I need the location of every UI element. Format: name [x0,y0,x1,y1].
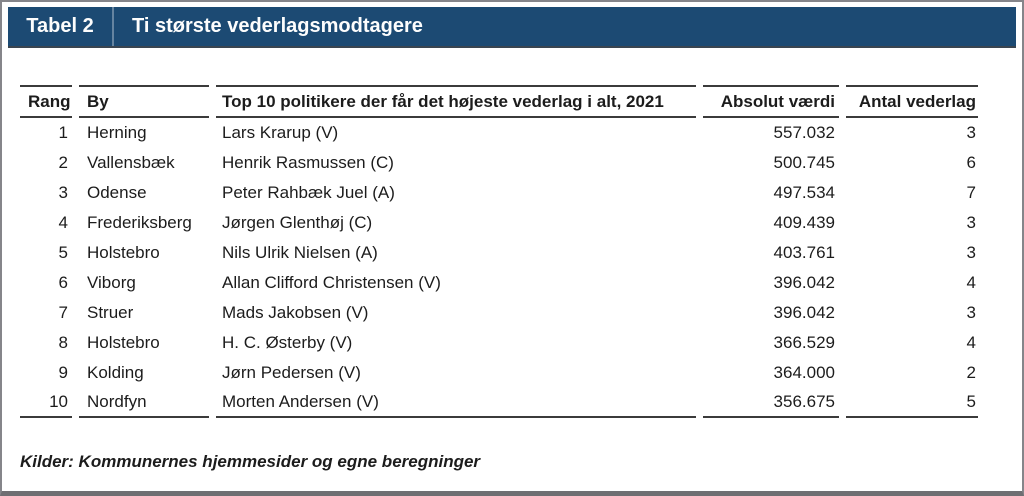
cell-absolut: 356.675 [703,388,839,418]
cell-rang: 4 [58,213,68,232]
table-row: 9 Kolding Jørn Pedersen (V) 364.000 2 [20,358,978,388]
cell-rang: 10 [20,388,72,418]
remuneration-table: Rang By Top 10 politikere der får det hø… [13,85,985,418]
cell-antal: 7 [966,183,976,202]
cell-rang: 8 [58,333,68,352]
cell-absolut: 403.761 [773,243,835,262]
cell-politiker: Morten Andersen (V) [216,388,696,418]
column-header-absolut: Absolut værdi [703,85,839,118]
cell-by: Holstebro [87,243,160,262]
title-bar-divider [112,7,114,46]
cell-rang: 2 [58,153,68,172]
cell-politiker: Lars Krarup (V) [222,123,339,142]
cell-antal: 3 [966,303,976,322]
cell-absolut: 497.534 [773,183,835,202]
table-header-row: Rang By Top 10 politikere der får det hø… [20,85,978,118]
cell-by: Struer [87,303,134,322]
cell-rang: 6 [58,273,68,292]
table-row: 2 Vallensbæk Henrik Rasmussen (C) 500.74… [20,148,978,178]
table-row: 6 Viborg Allan Clifford Christensen (V) … [20,268,978,298]
table-number-label: Tabel 2 [26,15,94,37]
table-row: 5 Holstebro Nils Ulrik Nielsen (A) 403.7… [20,238,978,268]
table-title: Ti største vederlagsmodtagere [132,15,423,37]
cell-by: Vallensbæk [87,153,175,172]
cell-rang: 7 [58,303,68,322]
cell-by: Frederiksberg [87,213,192,232]
cell-antal: 5 [846,388,978,418]
cell-absolut: 396.042 [773,273,835,292]
cell-antal: 6 [966,153,976,172]
cell-by: Holstebro [87,333,160,352]
cell-politiker: Henrik Rasmussen (C) [222,153,394,172]
cell-politiker: Peter Rahbæk Juel (A) [222,183,395,202]
cell-absolut: 364.000 [773,363,835,382]
column-header-politiker: Top 10 politikere der får det højeste ve… [216,85,696,118]
cell-politiker: Allan Clifford Christensen (V) [222,273,441,292]
table-row: 1 Herning Lars Krarup (V) 557.032 3 [20,118,978,148]
cell-by: Viborg [87,273,136,292]
column-header-rang: Rang [20,85,72,118]
cell-absolut: 409.439 [773,213,835,232]
cell-antal: 4 [966,333,976,352]
source-note: Kilder: Kommunernes hjemmesider og egne … [20,452,481,471]
table-row: 4 Frederiksberg Jørgen Glenthøj (C) 409.… [20,208,978,238]
cell-politiker: Mads Jakobsen (V) [222,303,369,322]
cell-rang: 1 [58,123,68,142]
column-header-by: By [79,85,209,118]
cell-rang: 3 [58,183,68,202]
cell-rang: 9 [58,363,68,382]
cell-absolut: 396.042 [773,303,835,322]
cell-absolut: 366.529 [773,333,835,352]
cell-politiker: Nils Ulrik Nielsen (A) [222,243,378,262]
column-header-antal: Antal vederlag [846,85,978,118]
table-row: 8 Holstebro H. C. Østerby (V) 366.529 4 [20,328,978,358]
cell-antal: 3 [966,243,976,262]
table-row: 10 Nordfyn Morten Andersen (V) 356.675 5 [20,388,978,418]
cell-rang: 5 [58,243,68,262]
cell-antal: 2 [966,363,976,382]
cell-by: Odense [87,183,147,202]
cell-by: Nordfyn [79,388,209,418]
cell-by: Kolding [87,363,144,382]
cell-by: Herning [87,123,147,142]
cell-antal: 3 [966,123,976,142]
table-row: 7 Struer Mads Jakobsen (V) 396.042 3 [20,298,978,328]
cell-absolut: 500.745 [773,153,835,172]
cell-antal: 3 [966,213,976,232]
cell-politiker: Jørn Pedersen (V) [222,363,361,382]
cell-politiker: H. C. Østerby (V) [222,333,353,352]
cell-politiker: Jørgen Glenthøj (C) [222,213,373,232]
cell-antal: 4 [966,273,976,292]
table-row: 3 Odense Peter Rahbæk Juel (A) 497.534 7 [20,178,978,208]
title-bar: Tabel 2 Ti største vederlagsmodtagere [8,7,1016,48]
cell-absolut: 557.032 [773,123,835,142]
